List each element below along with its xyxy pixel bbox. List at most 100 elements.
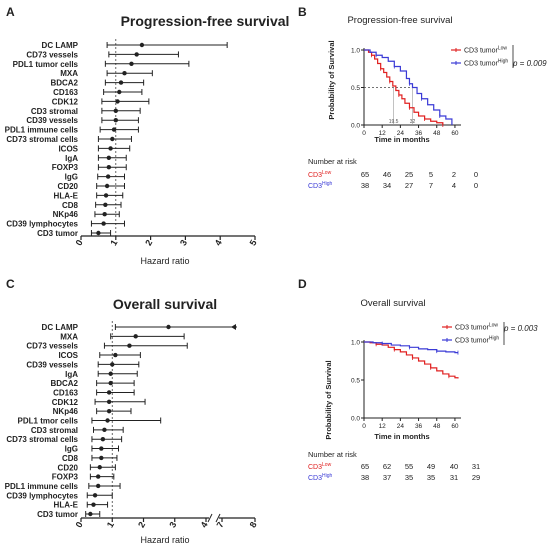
forest-point-estimate <box>110 136 115 142</box>
forest-point-estimate <box>105 174 111 179</box>
km-risk-value: 25 <box>405 170 413 179</box>
km-y-tick-label: 1.0 <box>351 340 360 347</box>
km-risk-value: 5 <box>429 170 433 179</box>
forest-point-estimate <box>108 146 113 151</box>
km-x-tick-label: 0 <box>362 130 366 137</box>
forest-point-estimate <box>113 118 119 123</box>
forest-point-estimate <box>103 202 108 207</box>
forest-point-estimate <box>95 483 101 489</box>
km-risk-value: 49 <box>427 462 435 471</box>
forest-row-label: CD73 vessels <box>26 342 78 351</box>
km-risk-value: 34 <box>383 181 391 190</box>
km-risk-value: 38 <box>361 181 369 190</box>
km-risk-group-label: CD3Low <box>308 170 332 179</box>
km-b-pvalue: p = 0.009 <box>512 59 547 68</box>
forest-point-estimate <box>113 352 118 358</box>
km-x-tick-label: 48 <box>433 423 441 430</box>
forest-row-label: CDK12 <box>52 398 79 407</box>
forest-row-label: CD39 vessels <box>26 116 78 125</box>
forest-row-label: CD39 lymphocytes <box>6 491 78 500</box>
km-y-tick-label: 0.5 <box>351 378 360 385</box>
km-x-tick-label: 0 <box>362 423 366 430</box>
km-risk-group-label: CD3High <box>308 473 333 482</box>
forest-ci-arrow <box>231 324 236 330</box>
forest-point-estimate <box>105 418 110 423</box>
forest-row-label: FOXP3 <box>52 163 79 172</box>
forest-point-estimate <box>88 511 93 517</box>
forest-point-estimate <box>113 108 119 114</box>
km-legend-label: CD3 tumorLow <box>455 323 498 332</box>
forest-tick-label: 3 <box>178 238 189 247</box>
forest-point-estimate <box>99 446 104 451</box>
forest-row-label: CD3 tumor <box>37 229 78 238</box>
km-risk-value: 7 <box>429 181 433 190</box>
panel-letter-d: D <box>298 277 307 291</box>
forest-point-estimate <box>118 80 124 85</box>
forest-row-label: NKp46 <box>53 407 79 416</box>
forest-row-label: PDL1 tumor cells <box>13 60 79 69</box>
km-y-tick-label: 0.5 <box>351 85 360 92</box>
panel-letter-a: A <box>6 5 15 19</box>
forest-tick-label: 5 <box>248 238 259 247</box>
forest-row-label: CD20 <box>58 463 79 472</box>
forest-axis-break-mark <box>207 513 213 523</box>
forest-row-label: IgG <box>65 445 78 454</box>
forest-point-estimate <box>103 193 109 198</box>
forest-point-estimate <box>92 493 98 498</box>
forest-row-label: CD39 lymphocytes <box>6 220 78 229</box>
km-y-tick-label: 1.0 <box>351 48 360 55</box>
forest-tick-label: 8 <box>248 520 259 529</box>
forest-row-label: DC LAMP <box>42 41 79 50</box>
forest-point-estimate <box>97 465 102 470</box>
km-legend-label: CD3 tumorHigh <box>455 336 499 345</box>
km-d-ylabel: Probability of Survival <box>324 360 333 439</box>
forest-point-estimate <box>133 334 138 339</box>
km-risk-value: 27 <box>405 181 413 190</box>
km-risk-value: 35 <box>405 473 413 482</box>
km-x-tick-label: 36 <box>415 130 423 137</box>
forest-row-label: CDK12 <box>52 97 79 106</box>
forest-point-estimate <box>106 155 112 160</box>
km-x-tick-label: 12 <box>379 423 387 430</box>
km-risk-value: 55 <box>405 462 413 471</box>
km-d-xlabel: Time in months <box>374 432 429 441</box>
forest-axis-break-gap <box>209 514 219 522</box>
forest-row-label: ICOS <box>58 351 78 360</box>
forest-row-label: MXA <box>60 69 78 78</box>
km-risk-value: 65 <box>361 462 369 471</box>
forest-point-estimate <box>110 362 115 367</box>
km-x-tick-label: 24 <box>397 423 405 430</box>
forest-point-estimate <box>111 127 117 132</box>
forest-row-label: MXA <box>60 332 78 341</box>
forest-point-estimate <box>134 52 139 57</box>
forest-row-label: CD163 <box>53 388 78 397</box>
forest-point-estimate <box>106 399 112 404</box>
km-risk-value: 31 <box>472 462 480 471</box>
forest-a-title: Progression-free survival <box>121 13 290 29</box>
forest-point-estimate <box>122 71 127 76</box>
forest-point-estimate <box>106 165 112 170</box>
forest-row-label: BDCA2 <box>50 79 78 88</box>
forest-row-label: CD73 vessels <box>26 50 78 59</box>
forest-point-estimate <box>96 230 101 236</box>
forest-c-title: Overall survival <box>113 296 217 312</box>
km-risk-value: 29 <box>472 473 480 482</box>
km-x-tick-label: 48 <box>433 130 441 137</box>
forest-point-estimate <box>127 343 132 348</box>
forest-row-label: IgA <box>65 370 78 379</box>
forest-tick-label: 1 <box>105 520 116 529</box>
km-risk-value: 35 <box>427 473 435 482</box>
km-d-risk-header: Number at risk <box>308 450 357 459</box>
km-median-label: 19.5 <box>389 119 399 125</box>
forest-row-label: CD3 tumor <box>37 510 78 519</box>
km-median-label: 32 <box>410 119 416 125</box>
km-risk-value: 37 <box>383 473 391 482</box>
km-b-ylabel: Probability of Survival <box>327 40 336 119</box>
forest-point-estimate <box>101 221 106 226</box>
forest-point-estimate <box>91 502 96 507</box>
km-risk-value: 4 <box>452 181 456 190</box>
forest-a-xlabel: Hazard ratio <box>140 256 189 266</box>
forest-row-label: IgG <box>65 173 78 182</box>
